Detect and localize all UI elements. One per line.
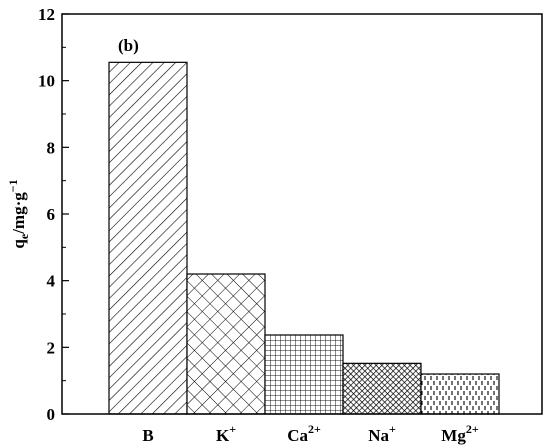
x-tick-label-mg: Mg2+ (441, 422, 479, 445)
y-tick-label: 10 (38, 72, 55, 91)
bar-mg (420, 373, 500, 415)
y-axis-label-rest: /mg·g (9, 192, 28, 235)
bar-b (108, 61, 188, 415)
y-axis-label-sub: e (17, 233, 31, 239)
y-axis-label: qe/mg·g−1 (6, 179, 31, 248)
bars-group (108, 61, 500, 415)
y-tick-label: 12 (38, 5, 55, 24)
y-tick-label: 8 (47, 138, 56, 157)
bar-k (186, 273, 266, 415)
y-tick-label: 0 (47, 405, 56, 424)
bar-ca (264, 334, 344, 415)
x-tick-label-k: K+ (216, 422, 236, 445)
x-tick-label-b: B (142, 426, 153, 445)
x-tick-label-ca: Ca2+ (287, 422, 321, 445)
y-axis: 0 2 4 6 8 10 12 (38, 5, 69, 424)
y-tick-label: 4 (47, 272, 56, 291)
bar-na (342, 362, 422, 415)
y-axis-label-sup: −1 (6, 179, 20, 192)
plot-frame (61, 13, 543, 415)
y-tick-label: 2 (47, 338, 56, 357)
x-tick-labels: B K+ Ca2+ Na+ Mg2+ (142, 422, 479, 445)
x-tick-label-na: Na+ (368, 422, 396, 445)
y-axis-label-base: q (9, 239, 28, 249)
panel-label: (b) (118, 36, 139, 55)
y-tick-label: 6 (47, 205, 56, 224)
